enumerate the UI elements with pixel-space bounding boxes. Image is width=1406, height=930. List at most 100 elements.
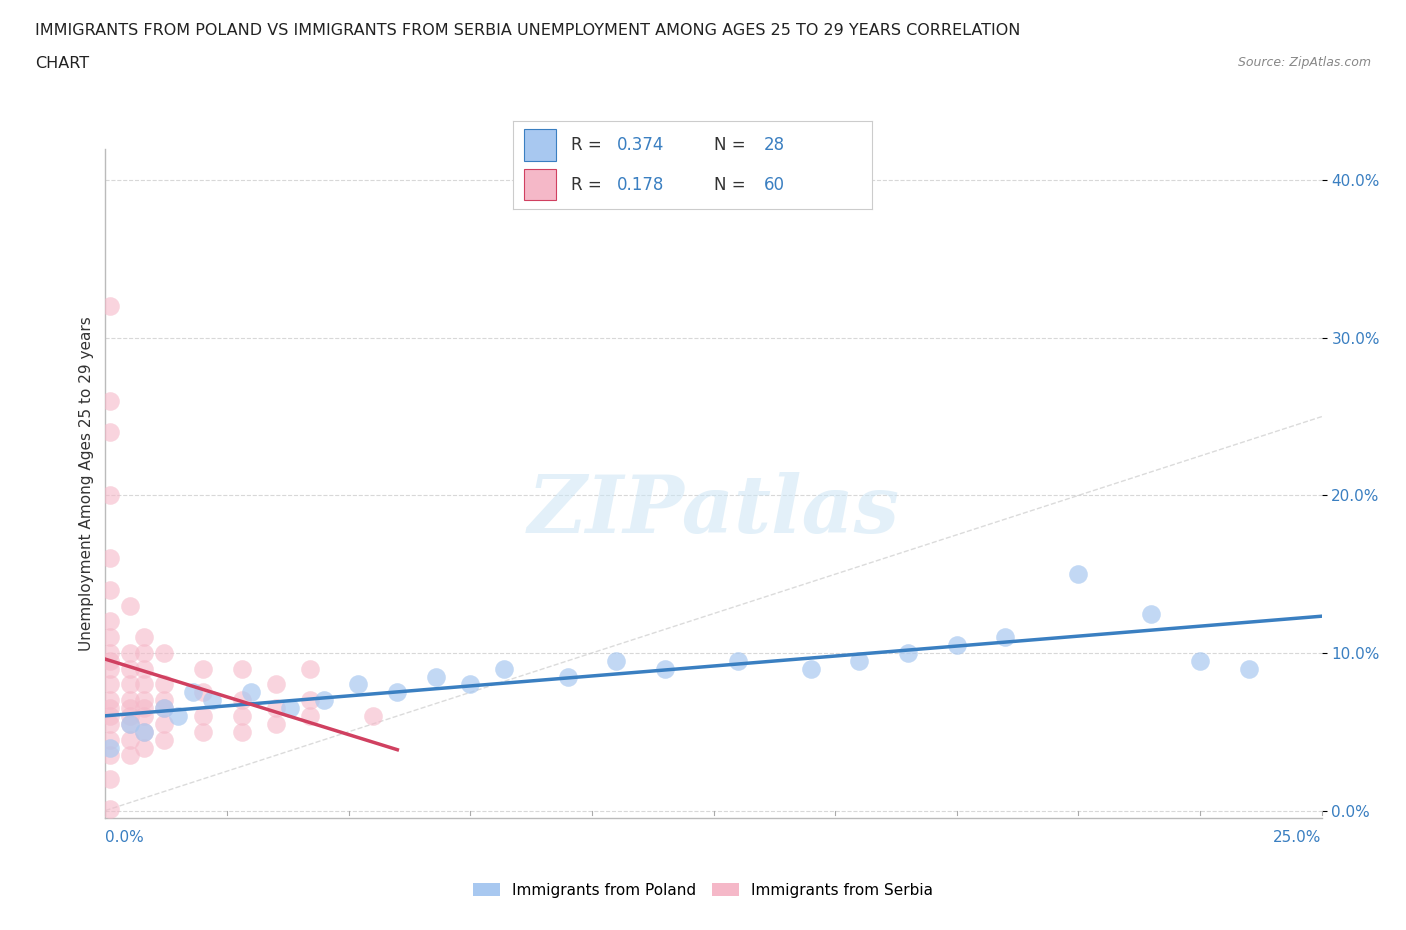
- Point: [494, 661, 516, 676]
- Point: [605, 654, 627, 669]
- Point: [153, 732, 176, 747]
- Point: [134, 724, 156, 739]
- Point: [134, 693, 156, 708]
- Point: [98, 645, 121, 660]
- Point: [800, 661, 823, 676]
- Text: N =: N =: [714, 136, 751, 153]
- Point: [98, 677, 121, 692]
- Text: 0.178: 0.178: [617, 176, 665, 193]
- Point: [298, 693, 321, 708]
- Point: [98, 716, 121, 731]
- Text: IMMIGRANTS FROM POLAND VS IMMIGRANTS FROM SERBIA UNEMPLOYMENT AMONG AGES 25 TO 2: IMMIGRANTS FROM POLAND VS IMMIGRANTS FRO…: [35, 23, 1021, 38]
- Y-axis label: Unemployment Among Ages 25 to 29 years: Unemployment Among Ages 25 to 29 years: [79, 316, 94, 651]
- Point: [264, 700, 287, 715]
- Text: ZIPatlas: ZIPatlas: [527, 472, 900, 549]
- Point: [98, 748, 121, 763]
- Point: [1067, 566, 1090, 581]
- Text: R =: R =: [571, 176, 606, 193]
- Point: [134, 700, 156, 715]
- Point: [191, 661, 214, 676]
- FancyBboxPatch shape: [524, 168, 557, 201]
- Point: [118, 709, 141, 724]
- Point: [298, 661, 321, 676]
- Point: [98, 709, 121, 724]
- Point: [153, 645, 176, 660]
- Point: [654, 661, 676, 676]
- Point: [458, 677, 481, 692]
- Point: [153, 677, 176, 692]
- Point: [1237, 661, 1260, 676]
- Text: 25.0%: 25.0%: [1274, 830, 1322, 844]
- Point: [118, 677, 141, 692]
- Text: 0.0%: 0.0%: [105, 830, 145, 844]
- Legend: Immigrants from Poland, Immigrants from Serbia: Immigrants from Poland, Immigrants from …: [467, 876, 939, 904]
- Point: [557, 670, 579, 684]
- Point: [201, 693, 224, 708]
- Point: [387, 684, 409, 699]
- Point: [98, 654, 121, 669]
- Point: [134, 630, 156, 644]
- Point: [98, 802, 121, 817]
- Text: 0.374: 0.374: [617, 136, 665, 153]
- Point: [98, 661, 121, 676]
- Point: [98, 488, 121, 503]
- Point: [994, 630, 1017, 644]
- Point: [278, 700, 301, 715]
- Point: [1189, 654, 1212, 669]
- Point: [118, 598, 141, 613]
- Point: [264, 677, 287, 692]
- Point: [347, 677, 370, 692]
- Point: [134, 740, 156, 755]
- Point: [298, 709, 321, 724]
- Point: [153, 700, 176, 715]
- Point: [264, 716, 287, 731]
- Point: [118, 700, 141, 715]
- Point: [98, 393, 121, 408]
- Point: [118, 716, 141, 731]
- Point: [118, 661, 141, 676]
- Point: [361, 709, 384, 724]
- Point: [98, 693, 121, 708]
- Point: [191, 724, 214, 739]
- Point: [167, 709, 190, 724]
- Point: [181, 684, 204, 699]
- Point: [118, 693, 141, 708]
- Text: 28: 28: [765, 136, 786, 153]
- Point: [118, 748, 141, 763]
- Point: [191, 709, 214, 724]
- Point: [134, 661, 156, 676]
- Point: [118, 645, 141, 660]
- Point: [118, 716, 141, 731]
- Point: [98, 582, 121, 597]
- Point: [425, 670, 447, 684]
- Point: [98, 630, 121, 644]
- Point: [98, 551, 121, 565]
- FancyBboxPatch shape: [524, 129, 557, 161]
- Point: [98, 772, 121, 787]
- Point: [98, 700, 121, 715]
- Point: [98, 425, 121, 440]
- Point: [945, 638, 967, 653]
- Point: [231, 693, 253, 708]
- Text: 60: 60: [765, 176, 785, 193]
- Point: [191, 684, 214, 699]
- Point: [153, 716, 176, 731]
- Point: [314, 693, 336, 708]
- Point: [231, 724, 253, 739]
- Point: [1140, 606, 1163, 621]
- Point: [153, 700, 176, 715]
- Text: N =: N =: [714, 176, 751, 193]
- Point: [231, 661, 253, 676]
- Point: [240, 684, 263, 699]
- Point: [153, 693, 176, 708]
- Point: [848, 654, 870, 669]
- Point: [727, 654, 749, 669]
- Point: [98, 299, 121, 313]
- Point: [98, 740, 121, 755]
- Point: [134, 724, 156, 739]
- Text: Source: ZipAtlas.com: Source: ZipAtlas.com: [1237, 56, 1371, 69]
- Text: CHART: CHART: [35, 56, 89, 71]
- Point: [134, 709, 156, 724]
- Point: [98, 614, 121, 629]
- Point: [134, 677, 156, 692]
